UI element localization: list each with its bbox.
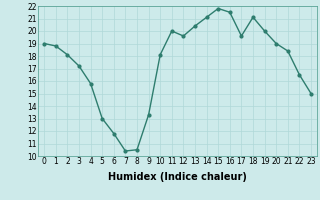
X-axis label: Humidex (Indice chaleur): Humidex (Indice chaleur) (108, 172, 247, 182)
